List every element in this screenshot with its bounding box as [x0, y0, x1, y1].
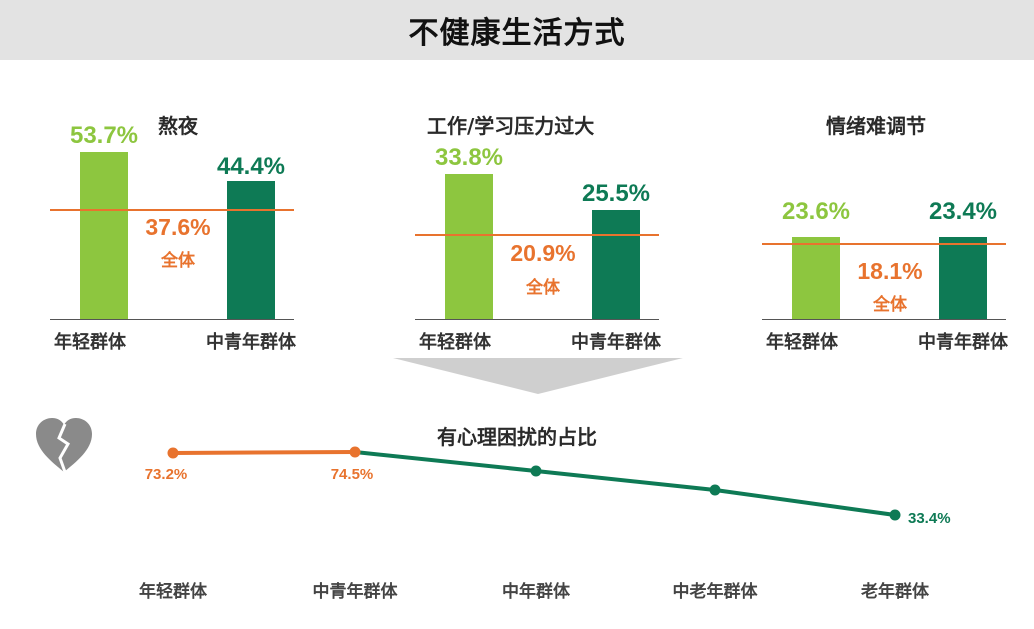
- line-chart-title: 有心理困扰的占比: [437, 425, 597, 449]
- line-point: [167, 447, 179, 459]
- line-point: [349, 446, 361, 458]
- bar-middle: [227, 181, 275, 319]
- line-category-label: 年轻群体: [139, 581, 208, 602]
- value-label-young: 23.6%: [781, 198, 851, 225]
- line-point: [530, 465, 542, 477]
- line-segment-orange: [172, 450, 356, 455]
- broken-heart-icon: [36, 418, 92, 473]
- overall-label: 全体: [526, 278, 560, 298]
- overall-line: [415, 234, 659, 236]
- line-value-label: 73.2%: [145, 466, 188, 483]
- down-arrow-icon: [393, 358, 683, 394]
- overall-value: 18.1%: [857, 258, 923, 284]
- category-young: 年轻群体: [54, 332, 126, 353]
- value-label-middle: 44.4%: [216, 153, 286, 180]
- bar-panel-emotion: 情绪难调节 23.6% 23.4% 18.1% 全体 年轻群体 中青年群体: [752, 100, 1034, 360]
- value-label-middle: 25.5%: [581, 180, 651, 207]
- panel-title: 熬夜: [158, 114, 198, 138]
- line-segment-green: [714, 488, 896, 517]
- line-point: [889, 509, 901, 521]
- line-value-label: 74.5%: [331, 466, 374, 483]
- page-title: 不健康生活方式: [408, 16, 626, 51]
- line-category-label: 老年群体: [860, 581, 930, 602]
- line-segment-green: [354, 450, 537, 473]
- category-middle: 中青年群体: [571, 332, 661, 353]
- overall-label: 全体: [873, 295, 907, 315]
- category-young: 年轻群体: [419, 332, 491, 353]
- bar-middle: [939, 237, 987, 319]
- bar-young: [80, 152, 128, 319]
- overall-value: 37.6%: [145, 214, 211, 240]
- value-label-young: 53.7%: [69, 122, 139, 149]
- baseline: [415, 319, 659, 320]
- category-young: 年轻群体: [766, 332, 838, 353]
- overall-line: [50, 209, 294, 211]
- overall-line: [762, 243, 1006, 245]
- category-middle: 中青年群体: [918, 332, 1008, 353]
- value-label-young: 33.8%: [434, 144, 504, 171]
- category-middle: 中青年群体: [206, 332, 296, 353]
- line-category-label: 中青年群体: [313, 581, 399, 602]
- bar-middle: [592, 210, 640, 319]
- line-segment-green: [535, 469, 716, 492]
- overall-value: 20.9%: [510, 240, 576, 266]
- panel-title: 情绪难调节: [826, 114, 926, 138]
- line-category-label: 中老年群体: [673, 581, 759, 602]
- baseline: [762, 319, 1006, 320]
- panel-title: 工作/学习压力过大: [427, 114, 595, 138]
- bar-panel-work-pressure: 工作/学习压力过大 33.8% 25.5% 20.9% 全体 年轻群体 中青年群…: [405, 100, 725, 360]
- line-category-label: 中年群体: [502, 581, 571, 602]
- baseline: [50, 319, 294, 320]
- line-value-label: 33.4%: [908, 510, 951, 527]
- header-bar: 不健康生活方式: [0, 0, 1034, 60]
- bar-panel-stay-up-late: 熬夜 53.7% 44.4% 37.6% 全体 年轻群体 中青年群体: [40, 100, 360, 360]
- bar-young: [445, 174, 493, 319]
- line-point: [709, 484, 721, 496]
- bar-young: [792, 237, 840, 319]
- value-label-middle: 23.4%: [928, 198, 998, 225]
- overall-label: 全体: [161, 251, 195, 271]
